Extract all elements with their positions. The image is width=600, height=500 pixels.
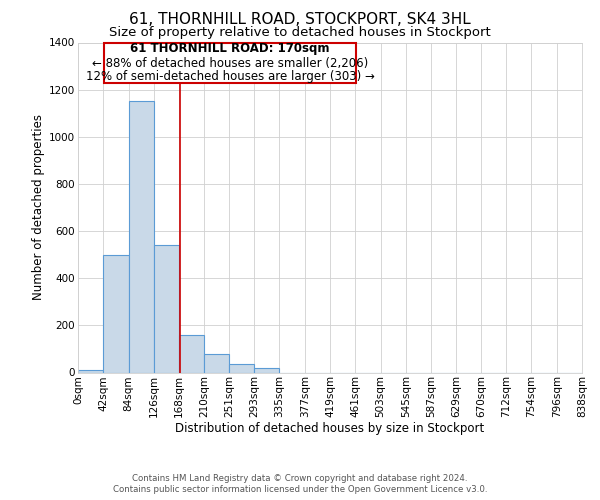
Bar (103, 254, 128, 372)
Y-axis label: Number of detached properties: Number of detached properties (32, 114, 45, 300)
Text: 61 THORNHILL ROAD: 170sqm: 61 THORNHILL ROAD: 170sqm (130, 42, 330, 55)
Text: 61, THORNHILL ROAD, STOCKPORT, SK4 3HL: 61, THORNHILL ROAD, STOCKPORT, SK4 3HL (129, 12, 471, 28)
Bar (154, 245, 179, 372)
Bar (128, 102, 154, 372)
X-axis label: Distribution of detached houses by size in Stockport: Distribution of detached houses by size … (175, 422, 485, 434)
Text: ← 88% of detached houses are smaller (2,206): ← 88% of detached houses are smaller (2,… (92, 56, 368, 70)
Text: Size of property relative to detached houses in Stockport: Size of property relative to detached ho… (109, 26, 491, 39)
Bar (229, 364, 254, 372)
Bar (78, 370, 103, 372)
Bar (179, 335, 205, 372)
Text: Contains HM Land Registry data © Crown copyright and database right 2024.
Contai: Contains HM Land Registry data © Crown c… (113, 474, 487, 494)
FancyBboxPatch shape (104, 43, 356, 83)
Text: 12% of semi-detached houses are larger (303) →: 12% of semi-detached houses are larger (… (86, 70, 374, 83)
Bar (254, 368, 280, 372)
Bar (205, 354, 229, 372)
